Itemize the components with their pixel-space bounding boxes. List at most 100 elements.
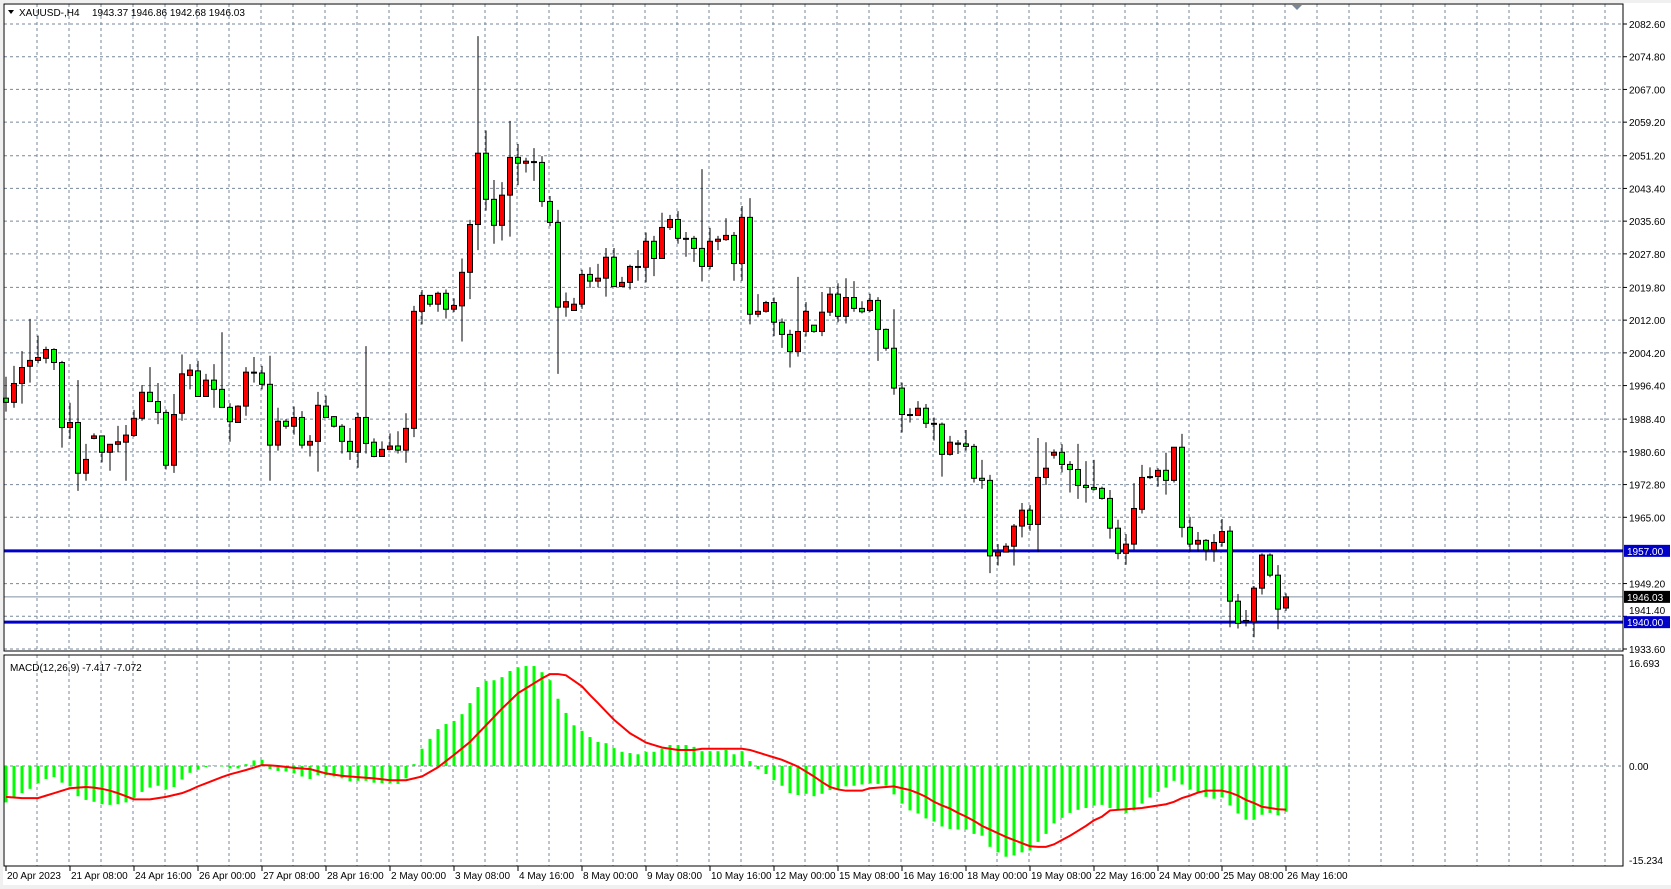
macd-histogram-bar xyxy=(52,766,56,778)
macd-histogram-bar xyxy=(1276,766,1280,816)
bull-candle-body xyxy=(1123,543,1129,554)
time-axis-label: 16 May 16:00 xyxy=(903,871,964,882)
bull-candle-body xyxy=(315,404,321,442)
macd-histogram-bar xyxy=(1188,766,1192,790)
bear-candle-body xyxy=(547,200,553,223)
macd-histogram-bar xyxy=(12,766,16,798)
candle xyxy=(907,408,913,423)
candle xyxy=(699,169,705,282)
macd-histogram-bar xyxy=(980,766,984,836)
axes: 2082.60 2074.80 2067.00 2059.20 2051.20 2043.… xyxy=(3,3,1670,882)
bull-candle-body xyxy=(83,458,89,474)
bear-candle-body xyxy=(1267,554,1273,576)
bear-candle-body xyxy=(835,293,841,317)
price-axis-label: 1972.80 xyxy=(1629,481,1666,492)
candle xyxy=(603,247,609,297)
candle xyxy=(1251,586,1257,638)
bear-candle-body xyxy=(395,445,401,451)
bear-candle-body xyxy=(611,256,617,288)
candle xyxy=(811,324,817,333)
candle xyxy=(563,292,569,317)
candle xyxy=(771,297,777,337)
macd-histogram-bar xyxy=(916,766,920,814)
macd-histogram-bar xyxy=(1052,766,1056,824)
bull-candle-body xyxy=(819,311,825,332)
bear-candle-body xyxy=(491,198,497,226)
bear-candle-body xyxy=(339,425,345,442)
candle xyxy=(315,391,321,472)
price-axis-label: 2004.20 xyxy=(1629,349,1666,360)
candle xyxy=(11,365,17,408)
bull-candle-body xyxy=(43,349,49,359)
bear-candle-body xyxy=(587,273,593,282)
candle xyxy=(483,130,489,211)
macd-histogram-bar xyxy=(908,766,912,811)
bear-candle-body xyxy=(883,328,889,349)
bull-candle-body xyxy=(619,281,625,288)
candle xyxy=(179,354,185,421)
candle xyxy=(571,297,577,311)
macd-histogram-bar xyxy=(868,766,872,784)
time-axis-label: 26 Apr 00:00 xyxy=(199,871,256,882)
candle xyxy=(947,435,953,456)
chart-shift-marker-icon[interactable] xyxy=(1292,5,1302,10)
bull-candle-body xyxy=(123,434,129,443)
bull-candle-body xyxy=(1147,476,1153,479)
macd-axis-label: 16.693 xyxy=(1629,659,1660,670)
macd-histogram-bar xyxy=(36,766,40,784)
macd-label: MACD(12,26,9) -7.417 -7.072 xyxy=(10,663,142,674)
macd-histogram-bar xyxy=(1268,766,1272,813)
macd-histogram-bar xyxy=(924,766,928,819)
macd-histogram-bar xyxy=(436,728,440,767)
bull-candle-body xyxy=(1043,467,1049,478)
macd-histogram-bar xyxy=(92,766,96,802)
bear-candle-body xyxy=(1107,497,1113,529)
macd-histogram-bar xyxy=(228,766,232,769)
time-axis-label: 19 May 08:00 xyxy=(1031,871,1092,882)
macd-histogram-bar xyxy=(260,759,264,767)
time-axis-label: 27 Apr 08:00 xyxy=(263,871,320,882)
bull-candle-body xyxy=(579,273,585,305)
candle xyxy=(1243,609,1249,627)
candle xyxy=(27,318,33,383)
bear-candle-body xyxy=(1091,487,1097,490)
macd-histogram-bar xyxy=(268,766,272,770)
triangle-down-icon[interactable] xyxy=(8,10,14,14)
macd-histogram-bar xyxy=(1220,766,1224,798)
candle xyxy=(555,209,561,374)
candle xyxy=(955,440,961,454)
time-axis-label: 24 May 00:00 xyxy=(1159,871,1220,882)
bull-candle-body xyxy=(1003,545,1009,553)
macd-histogram-bar xyxy=(1180,766,1184,785)
candle xyxy=(1163,452,1169,495)
macd-histogram-bar xyxy=(1076,766,1080,810)
candle xyxy=(1099,486,1105,500)
bear-candle-body xyxy=(259,372,265,385)
candle xyxy=(1051,449,1057,459)
macd-histogram-bar xyxy=(284,766,288,772)
bear-candle-body xyxy=(979,477,985,481)
candle xyxy=(675,211,681,244)
macd-axis-label: -15.234 xyxy=(1629,856,1663,867)
time-axis-label: 3 May 08:00 xyxy=(455,871,510,882)
bear-candle-body xyxy=(283,420,289,427)
macd-histogram-bar xyxy=(1084,766,1088,808)
macd-histogram-bar xyxy=(188,766,192,773)
candle xyxy=(683,232,689,257)
bear-candle-body xyxy=(1059,451,1065,465)
macd-histogram-bar xyxy=(444,724,448,767)
candle xyxy=(963,430,969,451)
macd-histogram-bar xyxy=(460,714,464,767)
macd-histogram-bar xyxy=(548,680,552,767)
macd-histogram-bar xyxy=(876,766,880,784)
candle xyxy=(523,157,529,173)
candle xyxy=(355,412,361,468)
bull-candle-body xyxy=(115,441,121,445)
horizontal-lines[interactable] xyxy=(4,549,1623,624)
price-axis-label: 2082.60 xyxy=(1629,20,1666,31)
time-axis-label: 24 Apr 16:00 xyxy=(135,871,192,882)
macd-histogram-bar xyxy=(20,766,24,794)
macd-signal-line xyxy=(5,673,1287,848)
macd-histogram-bar xyxy=(628,753,632,767)
